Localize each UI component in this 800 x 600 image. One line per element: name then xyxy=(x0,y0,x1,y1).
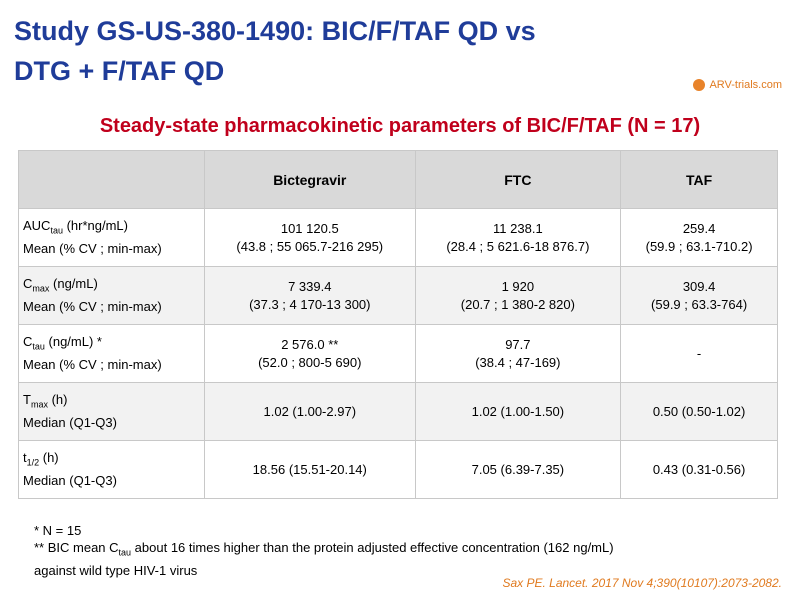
column-header: Bictegravir xyxy=(204,150,416,209)
cell-text: (52.0 ; 800-5 690) xyxy=(258,354,362,370)
title-line: Study GS-US-380-1490: BIC/F/TAF QD vs xyxy=(14,16,536,46)
column-header: TAF xyxy=(620,150,778,209)
label-unit: (ng/mL) xyxy=(49,276,98,292)
table-cell: 0.43 (0.31-0.56) xyxy=(620,440,778,499)
text: against wild type HIV-1 virus xyxy=(34,562,198,578)
footnote: * N = 15 xyxy=(34,523,82,538)
label-subscript: max xyxy=(30,399,48,410)
label-subscript: 1/2 xyxy=(26,457,40,468)
table-cell: 97.7 (38.4 ; 47-169) xyxy=(414,324,622,383)
header-cell xyxy=(18,150,205,209)
table-cell: 1.02 (1.00-2.97) xyxy=(204,382,416,441)
label-subscript: tau xyxy=(32,341,45,352)
label-subscript: tau xyxy=(50,225,63,236)
logo: ARV-trials.com xyxy=(693,79,782,91)
citation: Sax PE. Lancet. 2017 Nov 4;390(10107):20… xyxy=(502,576,782,590)
label-unit: (h) xyxy=(39,450,59,466)
label-unit: (ng/mL) * xyxy=(44,334,102,350)
table-row: Ctau (ng/mL) * Mean (% CV ; min-max) 2 576… xyxy=(18,324,778,383)
table-row: Tmax (h) Median (Q1-Q3) 1.02 (1.00-2.97) 1.… xyxy=(18,382,778,441)
logo-icon xyxy=(693,79,706,91)
row-label: AUCtau (hr*ng/mL) Mean (% CV ; min-max) xyxy=(18,208,205,267)
table-cell: 2 576.0 ** (52.0 ; 800-5 690) xyxy=(204,324,416,383)
text: about 16 times higher than the protein a… xyxy=(131,540,614,555)
cell-text: - xyxy=(696,345,702,361)
row-label: t1/2 (h) Median (Q1-Q3) xyxy=(18,440,205,499)
cell-text: (37.3 ; 4 170-13 300) xyxy=(249,296,371,312)
logo-text: ARV-trials.com xyxy=(709,79,782,91)
cell-text: 1.02 (1.00-1.50) xyxy=(471,403,565,419)
cell-text: 0.43 (0.31-0.56) xyxy=(652,461,746,477)
label-stat: Mean (% CV ; min-max) xyxy=(23,298,162,314)
table-cell: - xyxy=(620,324,778,383)
text: ** BIC mean C xyxy=(34,540,119,555)
label-stat: Median (Q1-Q3) xyxy=(23,472,117,488)
label-main: C xyxy=(23,276,33,292)
label-main: t xyxy=(23,450,27,466)
cell-text: 1 920 xyxy=(501,278,535,294)
subtitle: Steady-state pharmacokinetic parameters … xyxy=(99,115,701,137)
header-row: Bictegravir FTC TAF xyxy=(18,150,778,209)
cell-text: (43.8 ; 55 065.7-216 295) xyxy=(236,238,384,254)
footnotes: * N = 15 ** BIC mean Ctau about 16 times… xyxy=(34,522,614,579)
cell-text: 7.05 (6.39-7.35) xyxy=(471,461,565,477)
label-stat: Mean (% CV ; min-max) xyxy=(23,356,162,372)
row-label: Cmax (ng/mL) Mean (% CV ; min-max) xyxy=(18,266,205,325)
cell-text: 97.7 xyxy=(505,336,531,352)
label-stat: Mean (% CV ; min-max) xyxy=(23,240,162,256)
cell-text: (59.9 ; 63.3-764) xyxy=(651,296,748,312)
table-cell: 1 920 (20.7 ; 1 380-2 820) xyxy=(414,266,622,325)
label-main: AUC xyxy=(23,218,51,234)
table-cell: 1.02 (1.00-1.50) xyxy=(414,382,622,441)
table-cell: 11 238.1 (28.4 ; 5 621.6-18 876.7) xyxy=(414,208,622,267)
table-cell: 7.05 (6.39-7.35) xyxy=(414,440,622,499)
cell-text: 259.4 xyxy=(682,220,716,236)
table-cell: 18.56 (15.51-20.14) xyxy=(204,440,416,499)
cell-text: 7 339.4 xyxy=(288,278,332,294)
cell-text: 101 120.5 xyxy=(280,220,339,236)
cell-text: 0.50 (0.50-1.02) xyxy=(652,403,746,419)
label-main: T xyxy=(23,392,31,408)
table-row: t1/2 (h) Median (Q1-Q3) 18.56 (15.51-20.14… xyxy=(18,440,778,499)
column-header: FTC xyxy=(414,150,622,209)
cell-text: 309.4 xyxy=(682,278,716,294)
table-cell: 7 339.4 (37.3 ; 4 170-13 300) xyxy=(204,266,416,325)
table-cell: 309.4 (59.9 ; 63.3-764) xyxy=(620,266,778,325)
cell-text: 2 576.0 ** xyxy=(281,336,339,352)
row-label: Tmax (h) Median (Q1-Q3) xyxy=(18,382,205,441)
table-cell: 0.50 (0.50-1.02) xyxy=(620,382,778,441)
cell-text: 18.56 (15.51-20.14) xyxy=(252,461,367,477)
cell-text: 1.02 (1.00-2.97) xyxy=(263,403,357,419)
pk-table: Bictegravir FTC TAF AUCtau (hr*ng/mL) Mean (… xyxy=(18,150,778,499)
table-cell: 259.4 (59.9 ; 63.1-710.2) xyxy=(620,208,778,267)
label-subscript: max xyxy=(32,283,50,294)
title-line: DTG + F/TAF QD xyxy=(14,56,225,86)
label-unit: (h) xyxy=(47,392,68,408)
cell-text: (20.7 ; 1 380-2 820) xyxy=(460,296,575,312)
label-stat: Median (Q1-Q3) xyxy=(23,414,117,430)
table-row: AUCtau (hr*ng/mL) Mean (% CV ; min-max) 10… xyxy=(18,208,778,267)
label-main: C xyxy=(23,334,33,350)
subscript: tau xyxy=(118,547,132,558)
cell-text: 11 238.1 xyxy=(493,220,543,236)
label-unit: (hr*ng/mL) xyxy=(62,218,128,234)
table-row: Cmax (ng/mL) Mean (% CV ; min-max) 7 339.4… xyxy=(18,266,778,325)
cell-text: (38.4 ; 47-169) xyxy=(475,354,561,370)
cell-text: (28.4 ; 5 621.6-18 876.7) xyxy=(446,238,590,254)
row-label: Ctau (ng/mL) * Mean (% CV ; min-max) xyxy=(18,324,205,383)
footnote: ** BIC mean Ctau about 16 times higher t… xyxy=(34,539,614,579)
cell-text: (59.9 ; 63.1-710.2) xyxy=(645,238,753,254)
table-cell: 101 120.5 (43.8 ; 55 065.7-216 295) xyxy=(204,208,416,267)
